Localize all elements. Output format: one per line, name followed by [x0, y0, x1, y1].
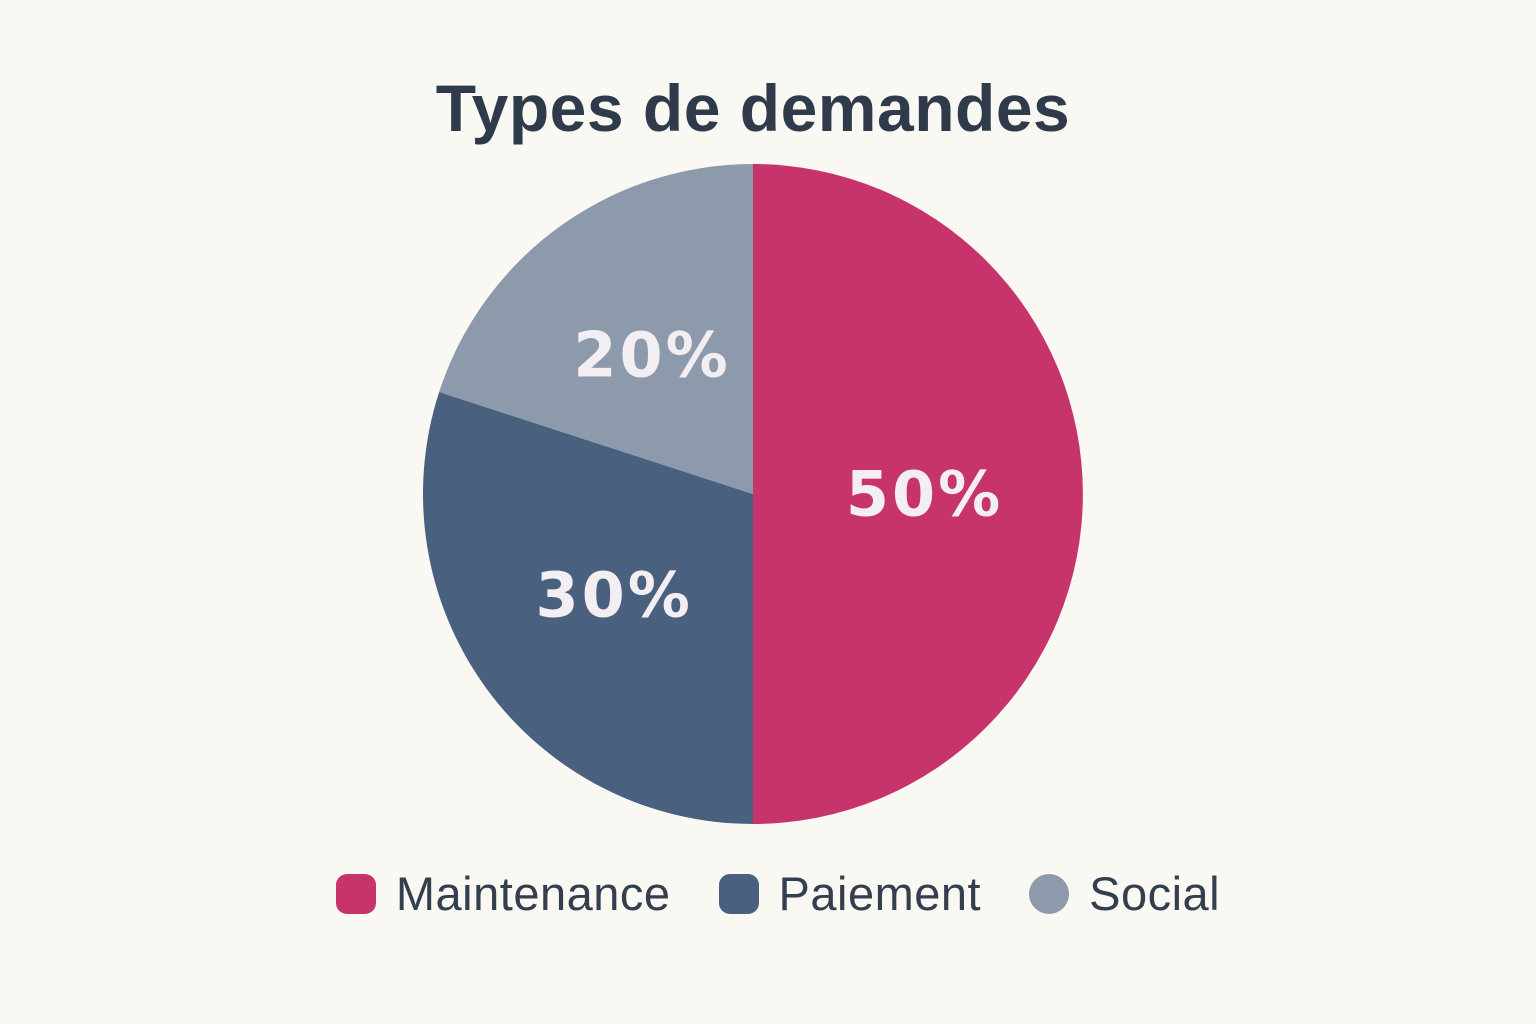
- legend-marker-social-icon: [1029, 873, 1070, 914]
- legend-item-maintenance: Maintenance: [335, 866, 671, 921]
- legend-label-maintenance: Maintenance: [395, 867, 671, 920]
- legend-label-social: Social: [1089, 867, 1221, 920]
- pie-slice-maintenance: [753, 164, 1083, 824]
- legend-item-paiement: Paiement: [718, 866, 982, 921]
- slice-value-label-maintenance: 50%: [846, 458, 1003, 531]
- slice-value-label-social: 20%: [573, 319, 730, 392]
- legend: Maintenance Paiement Social: [0, 866, 1536, 921]
- pie-slice-social: [439, 164, 753, 494]
- legend-marker-maintenance-icon: [335, 873, 376, 914]
- pie-chart: 50% 30% 20%: [423, 164, 1083, 824]
- pie-slice-paiement: [423, 392, 753, 824]
- legend-marker-paiement-icon: [718, 873, 759, 914]
- chart-title: Types de demandes: [435, 71, 1071, 145]
- legend-item-social: Social: [1029, 866, 1220, 921]
- legend-label-paiement: Paiement: [778, 867, 982, 920]
- slice-value-label-paiement: 30%: [535, 558, 692, 631]
